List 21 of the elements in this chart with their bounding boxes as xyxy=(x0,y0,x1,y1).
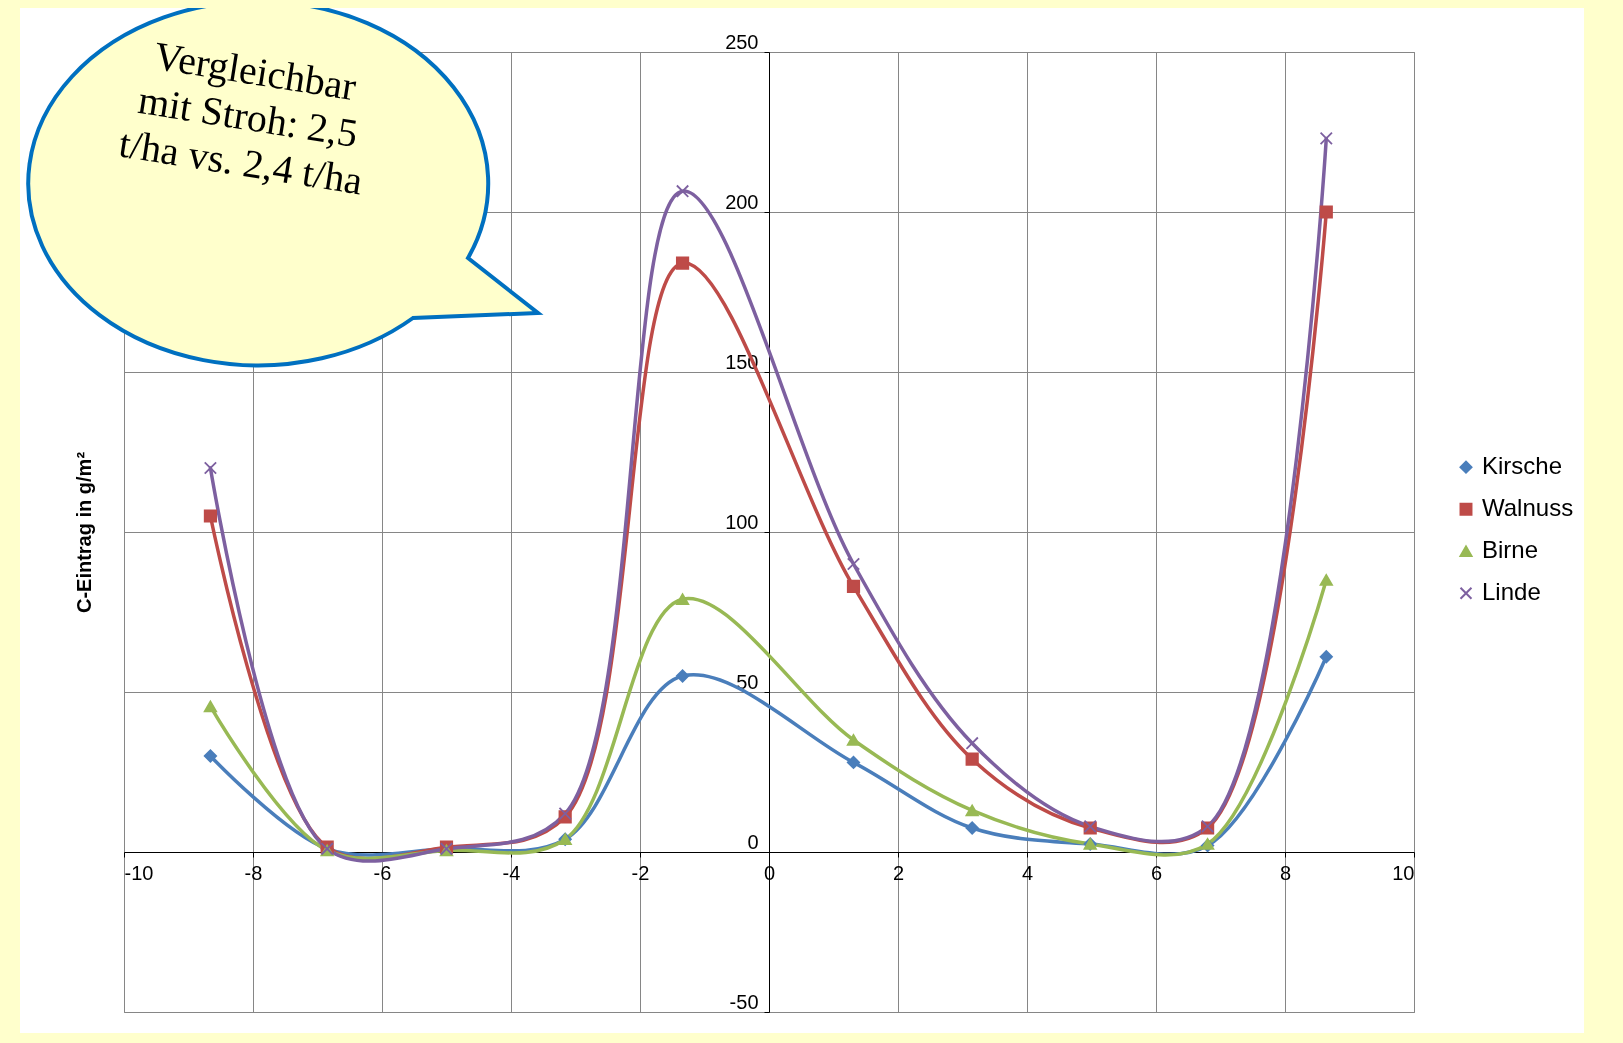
x-tick-label: 2 xyxy=(892,861,905,884)
legend-label: Linde xyxy=(1482,578,1541,606)
x-tick-label: -8 xyxy=(244,861,263,884)
y-tick-label: 0 xyxy=(747,830,759,853)
y-axis-title: C-Eintrag in g/m² xyxy=(72,451,95,614)
annotation: Vergleichbar mit Stroh: 2,5 t/ha vs. 2,4 t/ha xyxy=(115,31,367,206)
x-tick-label: -4 xyxy=(502,861,521,884)
y-tick-label: 200 xyxy=(725,190,759,213)
x-tick-label: 8 xyxy=(1279,861,1292,884)
legend-label: Birne xyxy=(1482,536,1539,564)
x-tick-label: -2 xyxy=(631,861,650,884)
legend-label: Walnuss xyxy=(1482,494,1574,522)
y-tick-label: 100 xyxy=(725,510,759,533)
x-tick-label: 4 xyxy=(1021,861,1034,884)
x-tick-label: -6 xyxy=(373,861,392,884)
y-tick-label: -50 xyxy=(729,990,759,1013)
x-tick-label: -10 xyxy=(124,861,154,884)
legend-label: Kirsche xyxy=(1482,452,1563,480)
x-tick-label: 6 xyxy=(1150,861,1163,884)
x-tick-label: 10 xyxy=(1392,861,1415,884)
y-tick-label: 250 xyxy=(725,30,759,53)
